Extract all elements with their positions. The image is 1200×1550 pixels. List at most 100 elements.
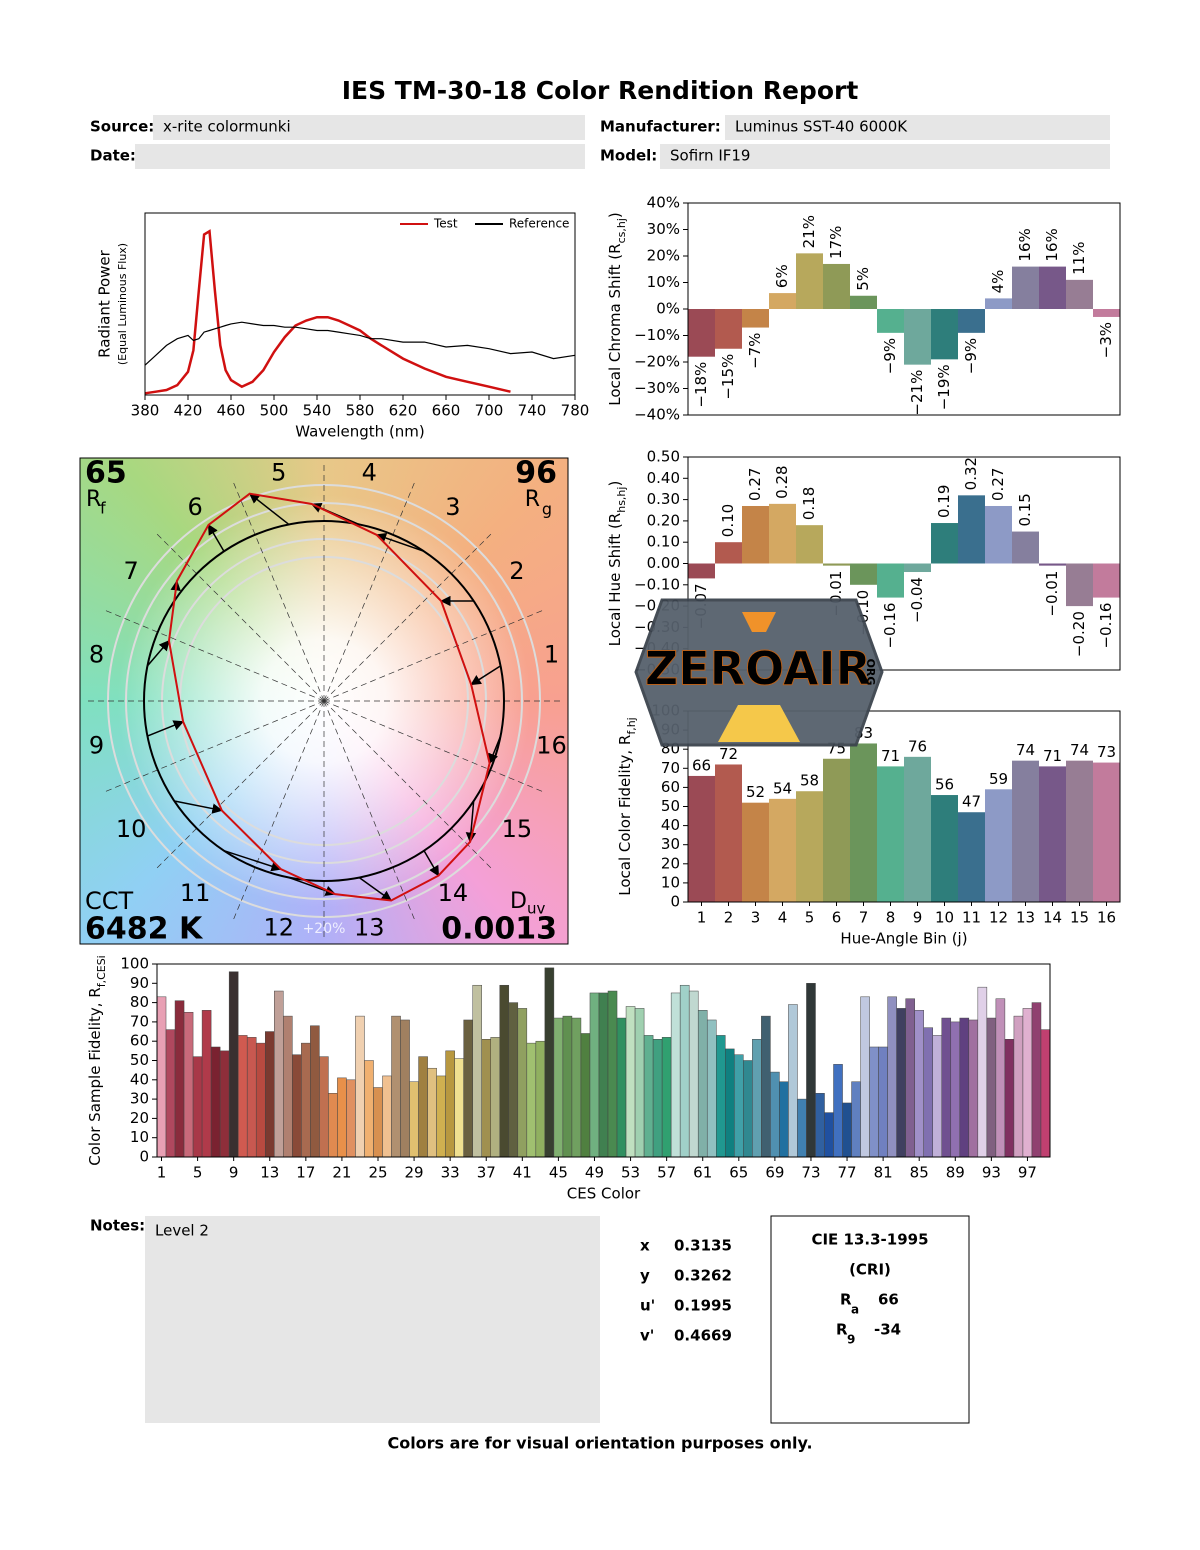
bin-label: 2 [509, 557, 524, 585]
bar [958, 309, 985, 333]
scale-label: +20% [303, 921, 346, 937]
rg-subscript: g [542, 500, 552, 519]
x-tick-label: 380 [131, 402, 160, 420]
vector-frame [79, 457, 569, 945]
bar [373, 1087, 383, 1158]
value-label: 59 [989, 770, 1008, 788]
bar [931, 309, 958, 360]
bin-label: 6 [187, 493, 202, 521]
bar [761, 1015, 771, 1158]
x-tick-label: 97 [1018, 1164, 1037, 1182]
value-label: 52 [746, 783, 765, 801]
bin-label: 13 [354, 914, 385, 942]
cri-subtitle: (CRI) [849, 1261, 891, 1279]
y-axis-label: Local Chroma Shift (Rcs,hj) [606, 212, 628, 406]
value-label: 74 [1070, 741, 1089, 759]
bar [742, 802, 769, 902]
bar [183, 1012, 194, 1158]
bar [1012, 266, 1039, 309]
x-tick-label: 420 [174, 402, 203, 420]
bin-boundary [323, 700, 417, 923]
y-tick-label: 60 [661, 778, 680, 796]
coord-label: v' [640, 1327, 654, 1345]
bar [878, 1046, 888, 1158]
field-label: Source: [90, 118, 154, 136]
bar [742, 505, 769, 564]
bar [769, 293, 796, 309]
bin-boundary [323, 700, 546, 794]
bar [985, 298, 1012, 309]
bar [643, 1035, 654, 1158]
notes-label: Notes: [90, 1217, 145, 1235]
y-axis-label-subscript: f,CESi [95, 955, 108, 987]
bar [796, 791, 823, 902]
bar [1012, 531, 1039, 564]
value-label: 0.27 [989, 468, 1007, 501]
watermark-text: ZEROAIR [645, 642, 871, 696]
x-tick-label: 660 [432, 402, 461, 420]
bar [1040, 1029, 1051, 1158]
value-label: −9% [962, 338, 980, 374]
x-tick-label: 540 [303, 402, 332, 420]
bar [1022, 1008, 1033, 1158]
rg-value: 96 [515, 456, 557, 491]
bar [815, 1093, 825, 1158]
bar [165, 1029, 176, 1158]
bar [1039, 266, 1066, 309]
bar [1004, 1039, 1015, 1158]
bin-label: 12 [263, 914, 294, 942]
field-box [135, 144, 585, 169]
rf-symbol: R [86, 487, 101, 512]
x-tick-label: 93 [982, 1164, 1001, 1182]
x-tick-label: 33 [441, 1164, 460, 1182]
bar [616, 1017, 627, 1158]
value-label: −18% [692, 362, 710, 408]
bar [734, 1054, 744, 1158]
y-axis-label-subscript: hs,hj [615, 487, 628, 513]
value-label: 74 [1016, 741, 1035, 759]
shift-arrow [358, 876, 393, 902]
bar [869, 1046, 879, 1158]
bar [752, 1039, 762, 1158]
bar [715, 542, 742, 564]
value-label: 0.10 [719, 504, 737, 537]
y-tick-label: 0% [656, 300, 680, 318]
bar [192, 1056, 203, 1158]
bar [833, 1064, 843, 1158]
rg-symbol: R [525, 487, 540, 512]
value-label: 17% [827, 226, 845, 259]
value-label: 71 [881, 747, 900, 765]
bar [995, 998, 1006, 1158]
x-tick-label: 5 [805, 909, 815, 927]
bar [797, 1098, 807, 1158]
bar [850, 563, 877, 585]
bar [823, 263, 850, 309]
bar [337, 1077, 347, 1158]
value-label: −0.20 [1070, 611, 1088, 657]
value-label: 66 [692, 756, 711, 774]
bar [958, 495, 985, 564]
bar [219, 1050, 230, 1158]
cct-value: 6482 K [85, 912, 204, 947]
coord-value: 0.4669 [674, 1327, 732, 1345]
x-tick-label: 1 [157, 1164, 167, 1182]
bar [228, 971, 239, 1158]
bar [598, 992, 609, 1158]
bar [904, 563, 931, 573]
x-tick-label: 45 [549, 1164, 568, 1182]
bar [742, 309, 769, 328]
y-tick-label: 10 [130, 1128, 149, 1146]
watermark-domain: ORG [864, 659, 877, 686]
shift-arrow [423, 850, 440, 877]
bar [688, 775, 715, 902]
y-axis-label: (Equal Luminous Flux) [116, 243, 129, 365]
bar [427, 1067, 437, 1158]
bar [589, 992, 600, 1158]
x-tick-label: 41 [513, 1164, 532, 1182]
x-tick-label: 61 [693, 1164, 712, 1182]
rf-value: 65 [85, 456, 127, 491]
y-axis-label-suffix: ) [606, 481, 624, 487]
bar [526, 1042, 537, 1158]
bar [1066, 563, 1093, 607]
field-label: Model: [600, 147, 657, 165]
